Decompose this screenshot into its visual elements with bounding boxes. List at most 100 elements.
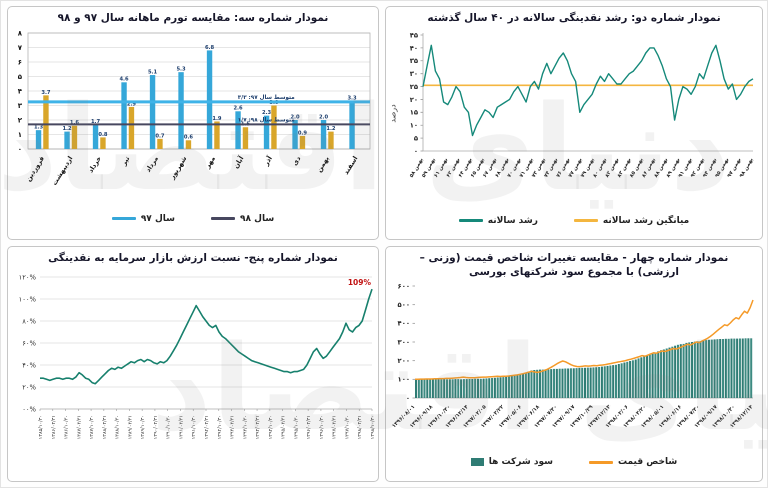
legend-label: شاخص قیمت xyxy=(617,457,678,468)
svg-text:اردیبهشت: اردیبهشت xyxy=(50,154,74,186)
svg-text:۱۳۹۷/۰۴/۳۱: ۱۳۹۷/۰۴/۳۱ xyxy=(332,415,338,439)
panel-market-ratio-chart: نمودار شماره پنج- نسبت ارزش بازار سرمایه… xyxy=(7,246,379,482)
svg-text:۱۳۹۴/۰۴/۳۱: ۱۳۹۴/۰۴/۳۱ xyxy=(255,415,261,439)
svg-text:۲۰۰: ۲۰۰ xyxy=(398,357,410,365)
svg-text:متوسط سال ۹۷: ۳/۳: متوسط سال ۹۷: ۳/۳ xyxy=(238,95,296,101)
legend-item: شاخص قیمت xyxy=(588,457,678,468)
svg-text:2.0: 2.0 xyxy=(290,114,300,120)
panel-inflation-chart: نمودار شماره سه: مقایسه تورم ماهانه سال … xyxy=(7,6,379,240)
svg-text:۱۳۹۳/۰۴/۳۱: ۱۳۹۳/۰۴/۳۱ xyxy=(230,415,236,439)
legend-marker xyxy=(211,217,235,221)
svg-text:آذر: آذر xyxy=(261,153,275,167)
svg-text:۶۰%: ۶۰% xyxy=(22,339,36,347)
svg-text:۳: ۳ xyxy=(18,102,23,110)
svg-text:۱۳۹۸/۱۰/۳۰: ۱۳۹۸/۱۰/۳۰ xyxy=(370,415,376,439)
svg-text:۳۰: ۳۰ xyxy=(410,70,418,78)
svg-text:شهریور: شهریور xyxy=(168,154,189,181)
legend-marker xyxy=(458,219,483,223)
svg-text:۳۰۰: ۳۰۰ xyxy=(398,339,410,347)
svg-text:۲: ۲ xyxy=(18,116,23,124)
svg-text:۴۵: ۴۵ xyxy=(410,31,418,39)
svg-text:۱۳۹۴/۱۰/۳۰: ۱۳۹۴/۱۰/۳۰ xyxy=(268,415,274,439)
legend-label: میانگین رشد سالانه xyxy=(602,215,690,226)
svg-text:6.8: 6.8 xyxy=(205,44,215,50)
svg-text:1.3: 1.3 xyxy=(34,124,44,130)
svg-text:۱۳۹۱/۰۴/۳۱: ۱۳۹۱/۰۴/۳۱ xyxy=(178,415,184,439)
svg-text:0.9: 0.9 xyxy=(298,130,308,136)
svg-text:۶: ۶ xyxy=(18,58,22,66)
svg-text:۵۰۰: ۵۰۰ xyxy=(398,301,410,309)
svg-text:2.9: 2.9 xyxy=(127,101,137,107)
legend-marker xyxy=(588,460,613,464)
svg-text:۱۳۸۷/۱۰/۳۰: ۱۳۸۷/۱۰/۳۰ xyxy=(89,415,95,439)
svg-text:۵: ۵ xyxy=(414,134,418,142)
svg-text:۰۰%: ۰۰% xyxy=(22,405,36,413)
svg-text:۴۰۰: ۴۰۰ xyxy=(398,320,410,328)
legend-label: سود شرکت ها xyxy=(488,457,553,468)
svg-text:2.3: 2.3 xyxy=(262,110,272,116)
inflation-chart-title: نمودار شماره سه: مقایسه تورم ماهانه سال … xyxy=(57,12,329,24)
svg-text:۴۰%: ۴۰% xyxy=(22,361,36,369)
svg-text:۱۳۸۹/۰۴/۳۱: ۱۳۸۹/۰۴/۳۱ xyxy=(127,415,133,439)
legend-label: رشد سالانه xyxy=(487,215,538,226)
svg-text:۴: ۴ xyxy=(18,87,23,95)
svg-text:۲۵: ۲۵ xyxy=(410,83,418,91)
svg-text:۰: ۰ xyxy=(406,395,410,403)
svg-text:اسفند: اسفند xyxy=(342,154,359,175)
svg-text:۱۳۹۰/۰۴/۳۱: ۱۳۹۰/۰۴/۳۱ xyxy=(153,415,159,439)
liquidity-chart-title: نمودار شماره دو: رشد نقدینگی سالانه در ۴… xyxy=(427,12,721,24)
svg-text:۱۳۸۹/۱۰/۳۰: ۱۳۸۹/۱۰/۳۰ xyxy=(140,415,146,439)
svg-text:۱۳۸۸/۰۴/۳۱: ۱۳۸۸/۰۴/۳۱ xyxy=(102,415,108,439)
svg-text:۱۳۹۲/۰۴/۳۱: ۱۳۹۲/۰۴/۳۱ xyxy=(204,415,210,439)
svg-text:۱۵: ۱۵ xyxy=(410,108,418,116)
svg-text:۱۳۹۷/۱۰/۳۰: ۱۳۹۷/۱۰/۳۰ xyxy=(344,415,350,439)
svg-text:1.2: 1.2 xyxy=(326,126,336,132)
svg-text:1.6: 1.6 xyxy=(70,120,80,126)
svg-text:آبان: آبان xyxy=(231,153,246,169)
svg-text:5.3: 5.3 xyxy=(176,66,186,72)
inflation-chart-svg: ۰۱۲۳۴۵۶۷۸1.33.7فروردین1.21.6اردیبهشت1.70… xyxy=(18,29,371,186)
legend-item: رشد سالانه xyxy=(458,215,538,226)
legend-item: سال ۹۸ xyxy=(211,214,274,224)
legend-label: سال ۹۸ xyxy=(240,213,275,224)
svg-text:0.8: 0.8 xyxy=(98,131,108,137)
svg-text:۱۳۹۶/۰۴/۳۱: ۱۳۹۶/۰۴/۳۱ xyxy=(306,415,312,439)
svg-text:۱۳۹۵/۰۴/۳۱: ۱۳۹۵/۰۴/۳۱ xyxy=(281,415,287,439)
svg-text:۱۰۰%: ۱۰۰% xyxy=(19,295,37,303)
svg-text:۱۳۸۶/۱۰/۳۰: ۱۳۸۶/۱۰/۳۰ xyxy=(64,415,70,439)
svg-text:فروردین: فروردین xyxy=(24,154,46,182)
legend-item: سال ۹۷ xyxy=(111,213,175,224)
svg-text:۱۳۹۵/۱۰/۳۰: ۱۳۹۵/۱۰/۳۰ xyxy=(293,415,299,439)
legend-label: سال ۹۷ xyxy=(140,213,175,224)
svg-text:تیر: تیر xyxy=(119,154,131,167)
svg-text:مرداد: مرداد xyxy=(144,154,160,173)
panel-index-profit-chart: نمودار شماره چهار - مقایسه تغییرات شاخص … xyxy=(385,246,763,482)
svg-text:0.7: 0.7 xyxy=(155,133,165,139)
svg-text:3.3: 3.3 xyxy=(347,95,357,101)
svg-text:۸۰%: ۸۰% xyxy=(22,317,36,325)
svg-text:۱۰: ۱۰ xyxy=(410,121,418,129)
svg-text:5.1: 5.1 xyxy=(148,69,158,75)
svg-text:خرداد: خرداد xyxy=(87,154,103,174)
svg-text:۰: ۰ xyxy=(414,147,418,155)
svg-text:۱۳۹۲/۱۰/۳۰: ۱۳۹۲/۱۰/۳۰ xyxy=(217,415,223,439)
svg-text:۲۰%: ۲۰% xyxy=(22,383,36,391)
combo-chart-legend: سود شرکت ها شاخص قیمت xyxy=(386,454,762,470)
svg-text:۱۳۸۵/۱۰/۳۰: ۱۳۸۵/۱۰/۳۰ xyxy=(38,415,44,439)
svg-text:۱: ۱ xyxy=(18,131,22,139)
liquidity-chart-legend: رشد سالانه میانگین رشد سالانه xyxy=(386,213,762,229)
legend-item: میانگین رشد سالانه xyxy=(573,215,690,226)
ratio-chart-svg: ۰۰% ۲۰% ۴۰% ۶۰% ۸۰% ۱۰۰% ۱۲۰% ۱۳۸۵/۱۰/۳۰ ۱۳۸۶/۰۴… xyxy=(19,273,376,439)
legend-marker xyxy=(573,219,598,223)
svg-text:4.6: 4.6 xyxy=(119,76,129,82)
svg-text:۷: ۷ xyxy=(18,44,23,52)
panel-liquidity-growth-chart: نمودار شماره دو: رشد نقدینگی سالانه در ۴… xyxy=(385,6,763,240)
svg-text:۱۲۰%: ۱۲۰% xyxy=(19,273,37,281)
svg-text:3.7: 3.7 xyxy=(41,89,51,95)
legend-marker xyxy=(111,217,136,221)
svg-text:۱۰۰: ۱۰۰ xyxy=(398,376,410,384)
svg-text:مهر: مهر xyxy=(203,154,217,170)
svg-text:۱۳۹۳/۱۰/۳۰: ۱۳۹۳/۱۰/۳۰ xyxy=(242,415,248,439)
